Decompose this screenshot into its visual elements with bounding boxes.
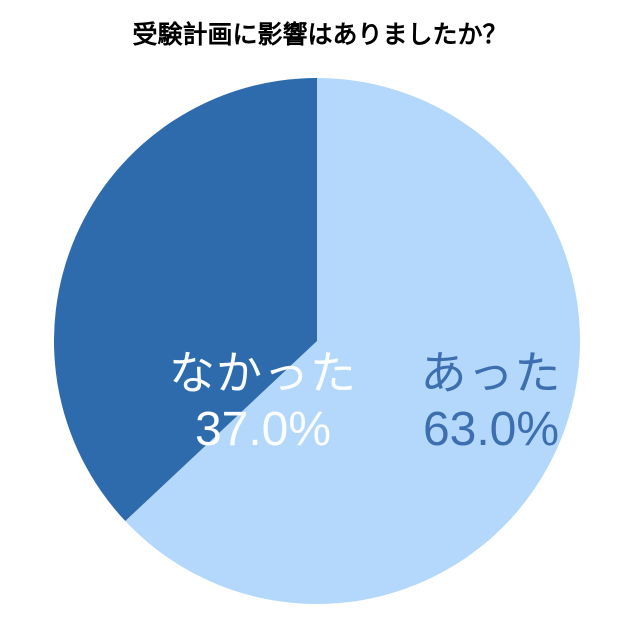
chart-title: 受験計画に影響はありましたか？ (132, 21, 508, 49)
pie-slice-atta[interactable] (125, 78, 580, 604)
pie-plot-area: なかった 37.0% あった 63.0% (54, 78, 580, 604)
pie-slice-nakatta[interactable] (54, 78, 317, 522)
pie-svg (54, 78, 580, 604)
